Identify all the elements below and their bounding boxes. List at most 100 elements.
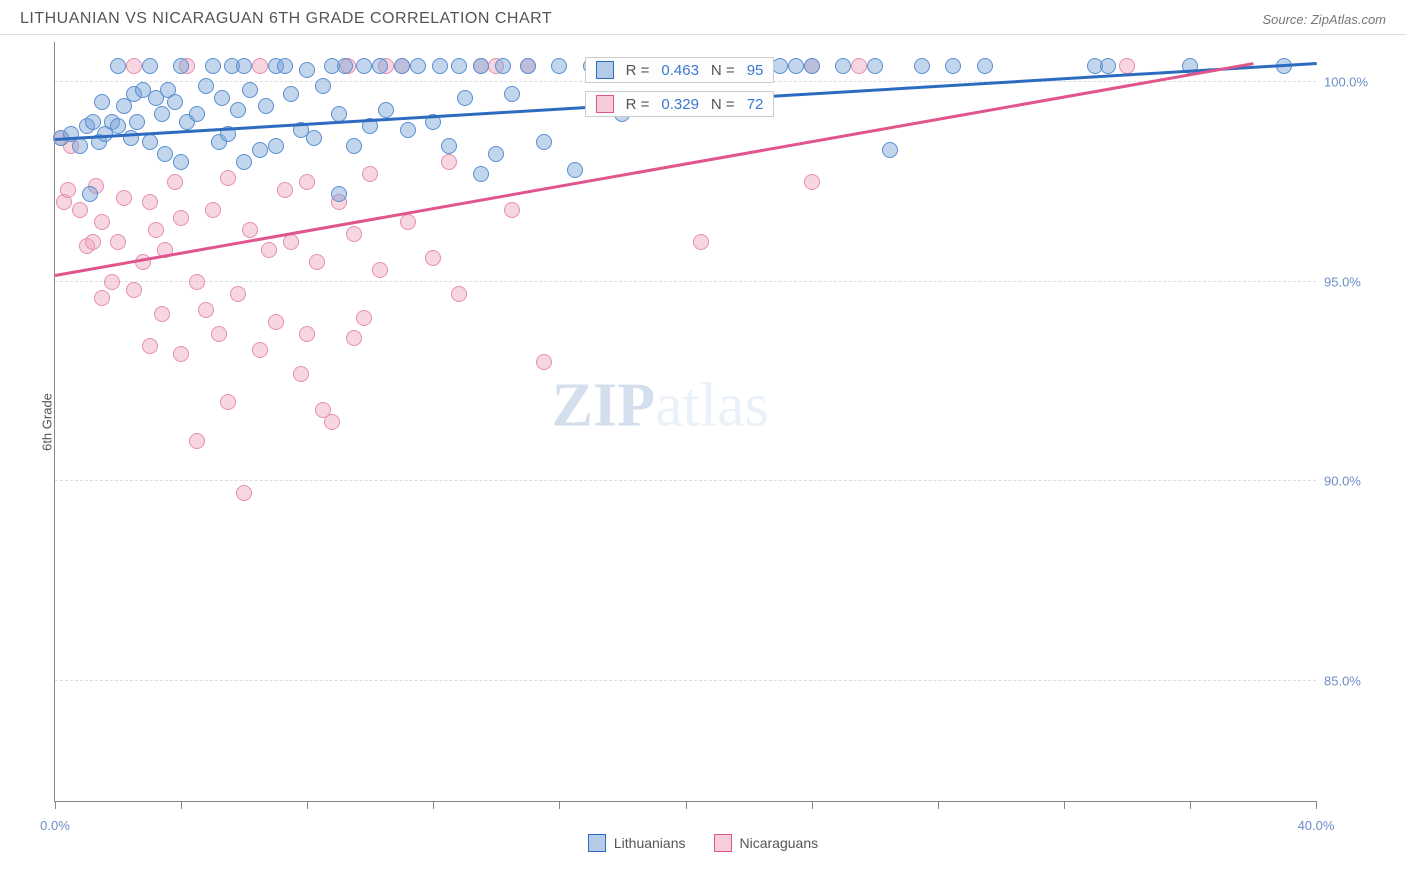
legend-item-nicaraguans: Nicaraguans (714, 834, 819, 852)
swatch-icon (596, 95, 614, 113)
scatter-point (394, 58, 410, 74)
gridline (55, 680, 1316, 681)
stat-label: N = (711, 62, 735, 79)
scatter-point (154, 106, 170, 122)
scatter-point (268, 138, 284, 154)
xtick (686, 801, 687, 809)
scatter-point (236, 485, 252, 501)
scatter-point (173, 58, 189, 74)
scatter-point (400, 214, 416, 230)
scatter-point (488, 146, 504, 162)
xtick (181, 801, 182, 809)
scatter-point (299, 326, 315, 342)
stat-label: N = (711, 96, 735, 113)
scatter-point (772, 58, 788, 74)
gridline (55, 480, 1316, 481)
scatter-point (882, 142, 898, 158)
scatter-point (277, 182, 293, 198)
stat-value: 0.329 (661, 96, 699, 113)
scatter-point (189, 274, 205, 290)
scatter-point (268, 314, 284, 330)
scatter-point (536, 134, 552, 150)
ytick-label: 85.0% (1324, 674, 1394, 689)
scatter-point (148, 222, 164, 238)
scatter-point (277, 58, 293, 74)
scatter-point (400, 122, 416, 138)
scatter-point (309, 254, 325, 270)
scatter-point (372, 58, 388, 74)
scatter-point (331, 106, 347, 122)
scatter-point (85, 234, 101, 250)
scatter-point (804, 174, 820, 190)
scatter-point (167, 174, 183, 190)
scatter-point (72, 138, 88, 154)
scatter-point (804, 58, 820, 74)
scatter-point (110, 234, 126, 250)
scatter-point (283, 234, 299, 250)
scatter-point (356, 310, 372, 326)
scatter-point (410, 58, 426, 74)
legend: Lithuanians Nicaraguans (0, 834, 1406, 852)
plot-region: ZIPatlas 85.0%90.0%95.0%100.0%0.0%40.0%R… (54, 42, 1316, 802)
xtick-label: 0.0% (40, 818, 70, 833)
scatter-point (457, 90, 473, 106)
scatter-point (189, 106, 205, 122)
y-axis-label: 6th Grade (39, 393, 54, 451)
scatter-point (504, 86, 520, 102)
stat-label: R = (626, 62, 650, 79)
scatter-point (198, 78, 214, 94)
scatter-point (441, 154, 457, 170)
scatter-point (337, 58, 353, 74)
xtick (559, 801, 560, 809)
scatter-point (189, 433, 205, 449)
scatter-point (551, 58, 567, 74)
xtick (307, 801, 308, 809)
scatter-point (129, 114, 145, 130)
scatter-point (220, 170, 236, 186)
scatter-point (142, 194, 158, 210)
gridline (55, 281, 1316, 282)
scatter-point (451, 58, 467, 74)
scatter-point (441, 138, 457, 154)
scatter-point (230, 102, 246, 118)
xtick (1190, 801, 1191, 809)
scatter-point (252, 142, 268, 158)
scatter-point (378, 102, 394, 118)
scatter-point (1119, 58, 1135, 74)
scatter-point (346, 226, 362, 242)
legend-swatch-pink (714, 834, 732, 852)
scatter-point (977, 58, 993, 74)
xtick (55, 801, 56, 809)
scatter-point (236, 154, 252, 170)
scatter-point (346, 138, 362, 154)
scatter-point (205, 202, 221, 218)
scatter-point (214, 90, 230, 106)
chart-area: 6th Grade ZIPatlas 85.0%90.0%95.0%100.0%… (54, 42, 1316, 802)
scatter-point (236, 58, 252, 74)
stat-box-blue: R =0.463N =95 (585, 57, 775, 83)
watermark: ZIPatlas (552, 371, 769, 442)
scatter-point (167, 94, 183, 110)
scatter-point (230, 286, 246, 302)
scatter-point (299, 62, 315, 78)
scatter-point (110, 118, 126, 134)
scatter-point (157, 146, 173, 162)
scatter-point (252, 58, 268, 74)
scatter-point (356, 58, 372, 74)
stat-box-pink: R =0.329N =72 (585, 91, 775, 117)
xtick-label: 40.0% (1298, 818, 1335, 833)
scatter-point (945, 58, 961, 74)
scatter-point (154, 306, 170, 322)
ytick-label: 90.0% (1324, 474, 1394, 489)
legend-swatch-blue (588, 834, 606, 852)
scatter-point (142, 58, 158, 74)
header: LITHUANIAN VS NICARAGUAN 6TH GRADE CORRE… (0, 0, 1406, 35)
scatter-point (198, 302, 214, 318)
scatter-point (362, 166, 378, 182)
scatter-point (867, 58, 883, 74)
scatter-point (220, 394, 236, 410)
xtick (938, 801, 939, 809)
scatter-point (173, 210, 189, 226)
xtick (433, 801, 434, 809)
ytick-label: 95.0% (1324, 274, 1394, 289)
